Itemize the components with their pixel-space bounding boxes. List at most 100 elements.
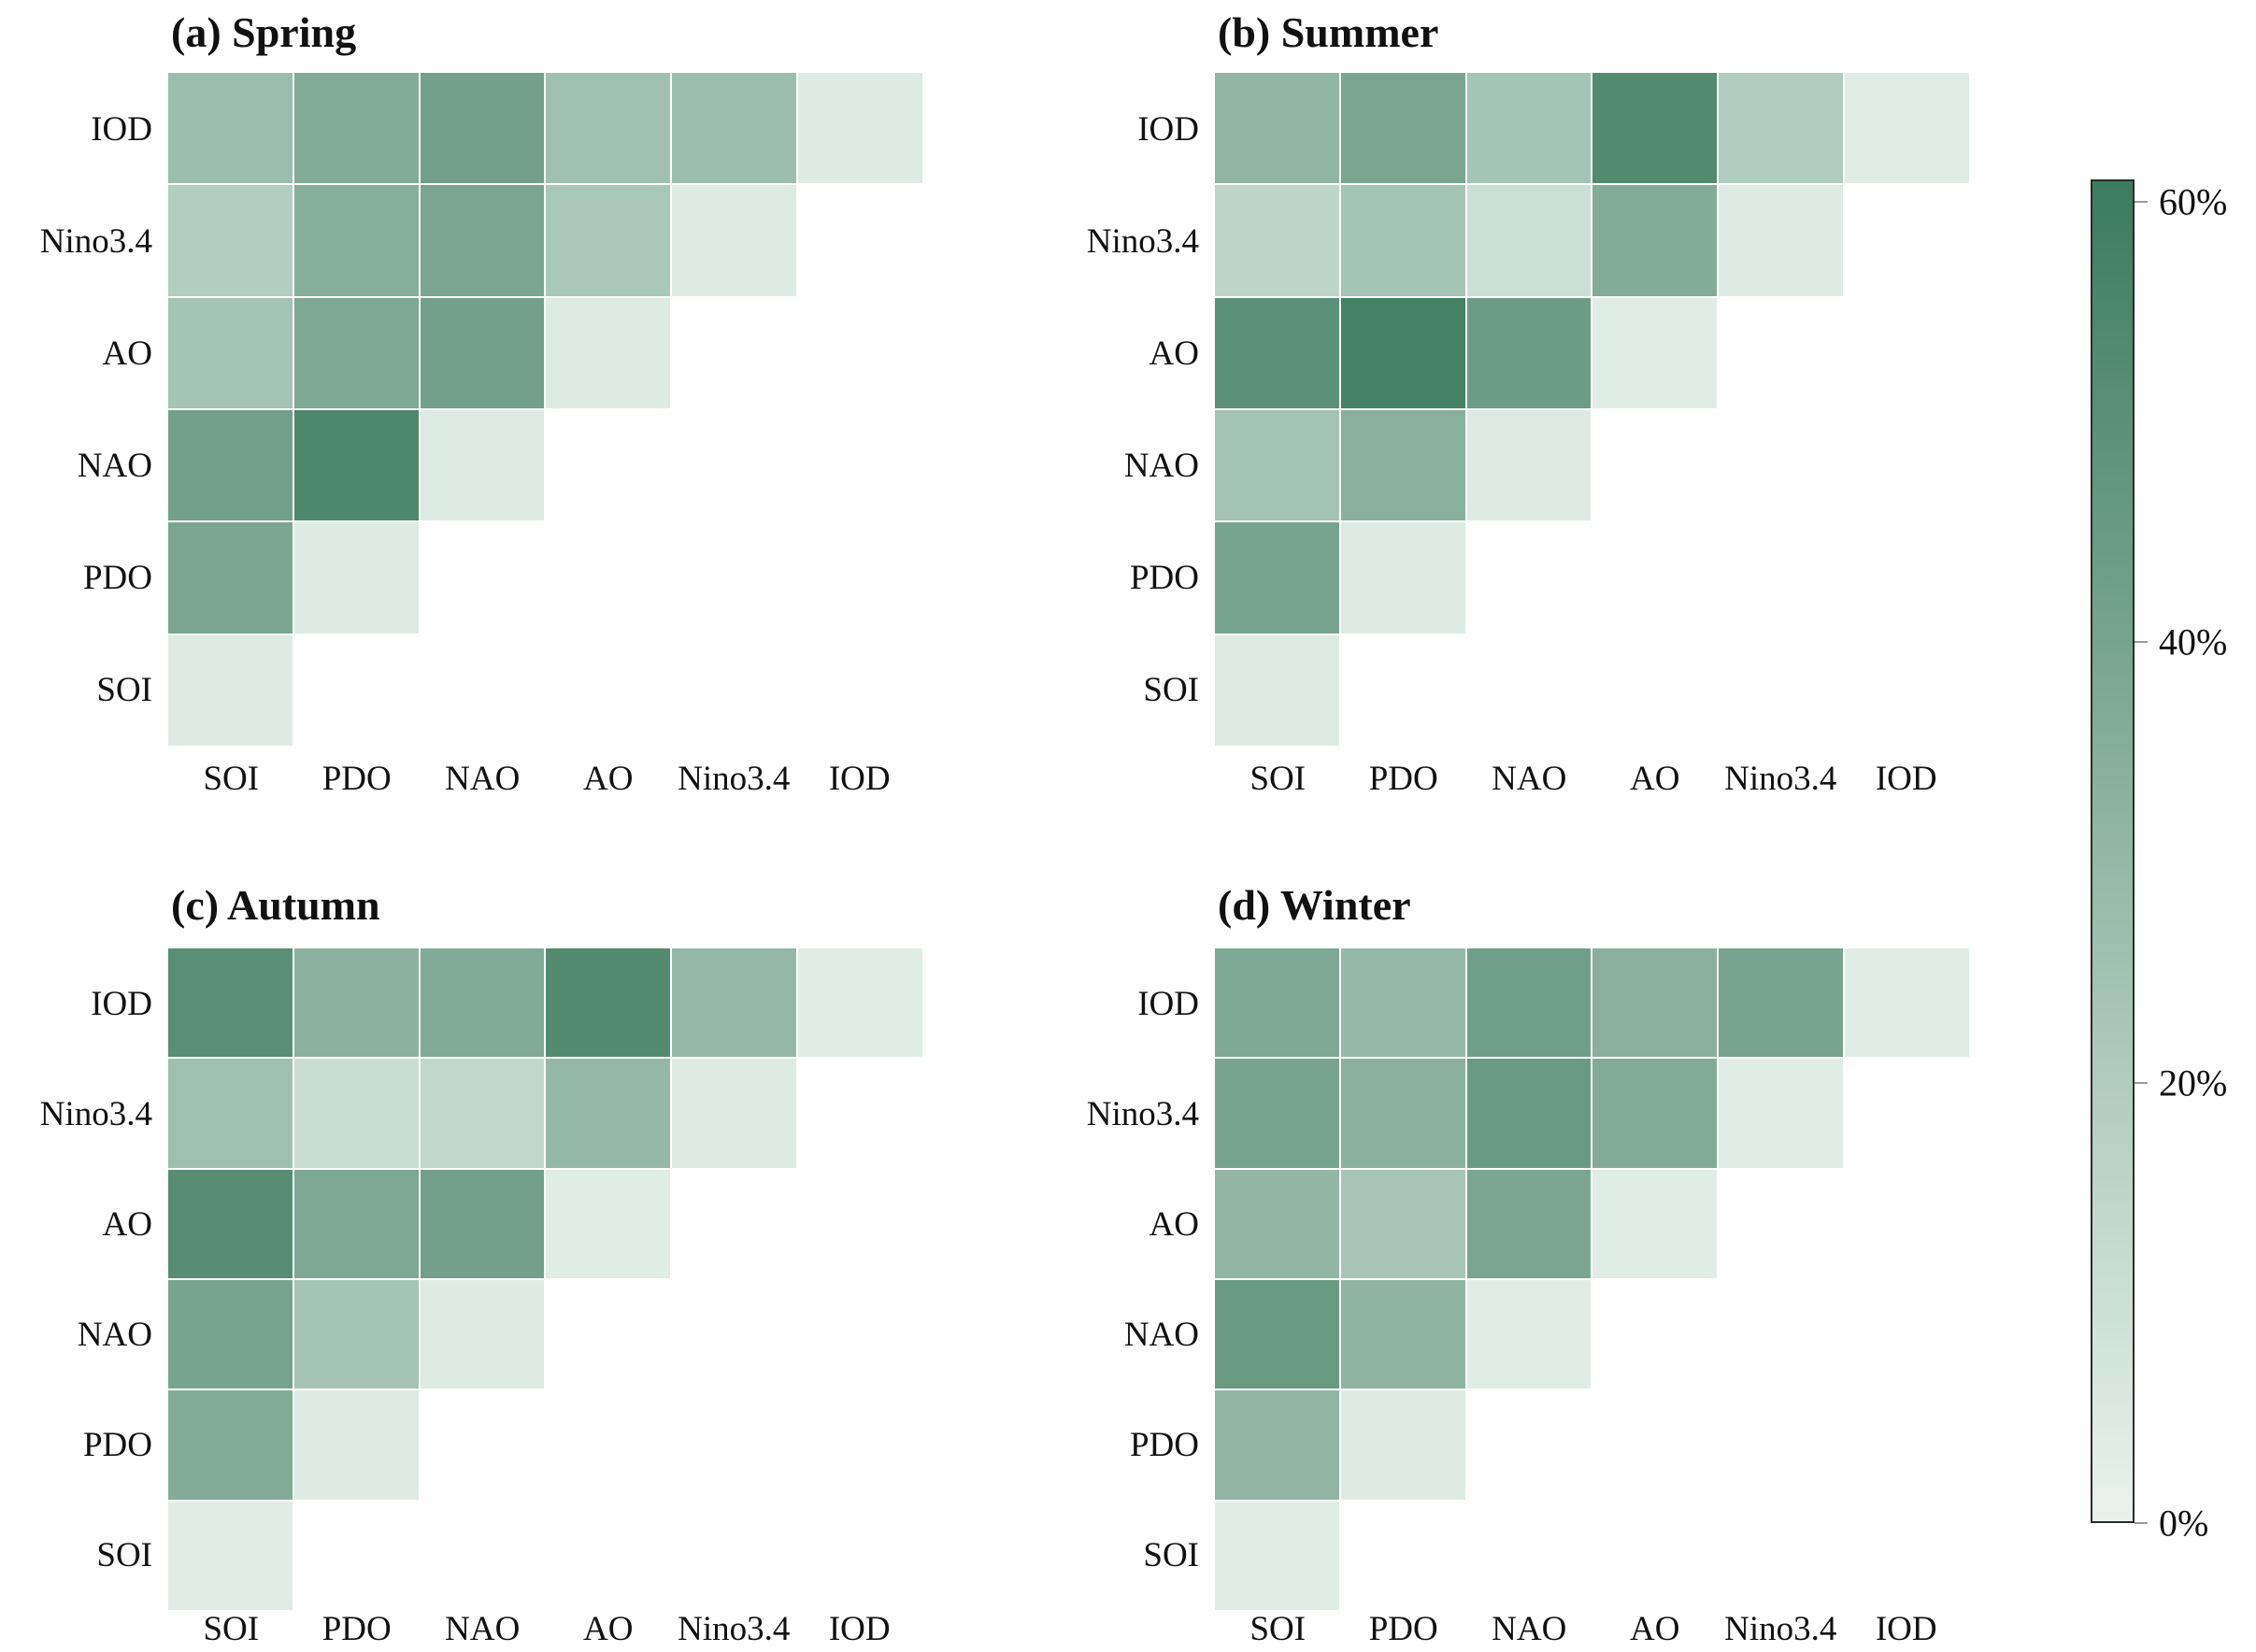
heatmap-cell bbox=[168, 948, 293, 1058]
heatmap-cell bbox=[1466, 185, 1592, 296]
panel-title-spring: (a) Spring bbox=[171, 8, 357, 56]
heatmap-cell bbox=[1340, 522, 1465, 634]
heatmap-cell bbox=[1215, 410, 1339, 521]
heatmap-cell bbox=[1592, 1059, 1718, 1168]
heatmap-cell bbox=[420, 73, 545, 184]
y-tick-label: PDO bbox=[82, 558, 152, 597]
heatmap-cell bbox=[1592, 1169, 1718, 1278]
heatmap-cell bbox=[1215, 1390, 1339, 1500]
y-tick-label: AO bbox=[1149, 334, 1199, 373]
panel-title-winter: (d) Winter bbox=[1218, 881, 1411, 929]
y-tick-label: AO bbox=[102, 334, 152, 373]
y-axis-labels-spring: IOD Nino3.4 AO NAO PDO SOI bbox=[0, 73, 152, 746]
heatmap-cell bbox=[1215, 948, 1339, 1058]
heatmap-grid-summer bbox=[1215, 73, 1969, 746]
x-tick-label: SOI bbox=[1249, 760, 1306, 798]
heatmap-cell bbox=[1719, 410, 1843, 520]
x-tick-label: IOD bbox=[1875, 760, 1937, 798]
heatmap-cell bbox=[168, 410, 293, 521]
x-axis-labels-winter: SOI PDO NAO AO Nino3.4 IOD bbox=[1215, 1609, 1969, 1652]
heatmap-cell bbox=[1340, 1169, 1465, 1278]
heatmap-cell bbox=[672, 185, 797, 296]
heatmap-grid-autumn bbox=[168, 948, 922, 1610]
x-tick-label: AO bbox=[1630, 1610, 1680, 1648]
y-tick-label: NAO bbox=[77, 446, 152, 485]
heatmap-cell bbox=[168, 1280, 293, 1389]
colorbar-tickmark bbox=[2135, 200, 2148, 203]
heatmap-cell bbox=[1215, 73, 1339, 184]
heatmap-cell bbox=[1466, 948, 1592, 1058]
heatmap-cell bbox=[546, 73, 671, 184]
heatmap-cell bbox=[798, 1280, 922, 1389]
heatmap-cell bbox=[420, 297, 545, 408]
y-tick-label: Nino3.4 bbox=[1086, 1094, 1199, 1133]
heatmap-cell bbox=[1719, 635, 1843, 746]
heatmap-cell bbox=[546, 1169, 671, 1278]
y-tick-label: Nino3.4 bbox=[39, 1094, 152, 1133]
y-tick-label: SOI bbox=[96, 1535, 152, 1574]
heatmap-cell bbox=[1592, 1390, 1717, 1499]
heatmap-cell bbox=[1466, 410, 1592, 521]
heatmap-cell bbox=[293, 410, 419, 521]
heatmap-cell bbox=[1466, 1059, 1592, 1168]
heatmap-cell bbox=[293, 1280, 419, 1389]
heatmap-cell bbox=[293, 297, 419, 408]
heatmap-cell bbox=[672, 73, 797, 184]
x-tick-label: AO bbox=[583, 760, 634, 798]
heatmap-cell bbox=[168, 1501, 293, 1610]
colorbar-tickmark bbox=[2135, 1522, 2148, 1524]
heatmap-cell bbox=[1592, 1280, 1717, 1389]
heatmap-cell bbox=[798, 185, 922, 295]
heatmap-cell bbox=[1845, 1390, 1969, 1499]
heatmap-cell bbox=[798, 1170, 922, 1278]
heatmap-cell bbox=[1719, 948, 1844, 1058]
heatmap-cell bbox=[1340, 1280, 1465, 1389]
heatmap-cell bbox=[546, 1280, 670, 1389]
heatmap-cell bbox=[1466, 73, 1592, 184]
heatmap-cell bbox=[1467, 522, 1592, 633]
heatmap-cell bbox=[1341, 1502, 1465, 1610]
heatmap-cell bbox=[1592, 948, 1718, 1058]
heatmap-cell bbox=[546, 185, 671, 296]
heatmap-cell bbox=[1719, 1280, 1843, 1389]
heatmap-cell bbox=[1215, 1280, 1339, 1389]
heatmap-cell bbox=[672, 1280, 796, 1389]
heatmap-cell bbox=[1592, 635, 1717, 746]
y-axis-labels-summer: IOD Nino3.4 AO NAO PDO SOI bbox=[1047, 73, 1199, 746]
y-tick-label: SOI bbox=[1143, 670, 1199, 709]
colorbar-tick-label: 20% bbox=[2159, 1061, 2228, 1104]
heatmap-cell bbox=[1845, 298, 1969, 408]
heatmap-cell bbox=[798, 522, 922, 633]
x-tick-label: AO bbox=[583, 1610, 634, 1648]
heatmap-cell bbox=[1467, 1502, 1592, 1610]
heatmap-cell bbox=[546, 1502, 670, 1610]
x-tick-label: AO bbox=[1630, 760, 1680, 798]
x-tick-label: NAO bbox=[445, 760, 521, 798]
heatmap-cell bbox=[1340, 73, 1465, 184]
x-axis-labels-autumn: SOI PDO NAO AO Nino3.4 IOD bbox=[168, 1609, 922, 1652]
y-tick-label: IOD bbox=[91, 109, 152, 149]
heatmap-cell bbox=[1845, 410, 1969, 520]
heatmap-cell bbox=[1719, 522, 1843, 633]
heatmap-cell bbox=[1719, 1502, 1843, 1610]
heatmap-cell bbox=[672, 298, 796, 408]
heatmap-cell bbox=[1215, 634, 1339, 746]
x-tick-label: IOD bbox=[828, 760, 891, 798]
x-tick-label: IOD bbox=[828, 1610, 891, 1648]
x-tick-label: PDO bbox=[321, 1610, 392, 1648]
x-tick-label: NAO bbox=[445, 1610, 521, 1648]
y-tick-label: NAO bbox=[77, 1315, 152, 1354]
x-axis-labels-spring: SOI PDO NAO AO Nino3.4 IOD bbox=[168, 759, 922, 805]
x-axis-labels-summer: SOI PDO NAO AO Nino3.4 IOD bbox=[1215, 759, 1969, 805]
heatmap-cell bbox=[798, 948, 922, 1058]
heatmap-cell bbox=[672, 1390, 796, 1499]
heatmap-cell bbox=[546, 1059, 671, 1168]
heatmap-cell bbox=[1215, 1059, 1339, 1168]
heatmap-cell bbox=[1719, 1059, 1844, 1168]
x-tick-label: Nino3.4 bbox=[678, 1610, 791, 1648]
heatmap-cell bbox=[1341, 635, 1465, 746]
heatmap-cell bbox=[293, 1390, 419, 1500]
y-tick-label: NAO bbox=[1123, 1315, 1199, 1354]
heatmap-cell bbox=[1845, 948, 1969, 1058]
